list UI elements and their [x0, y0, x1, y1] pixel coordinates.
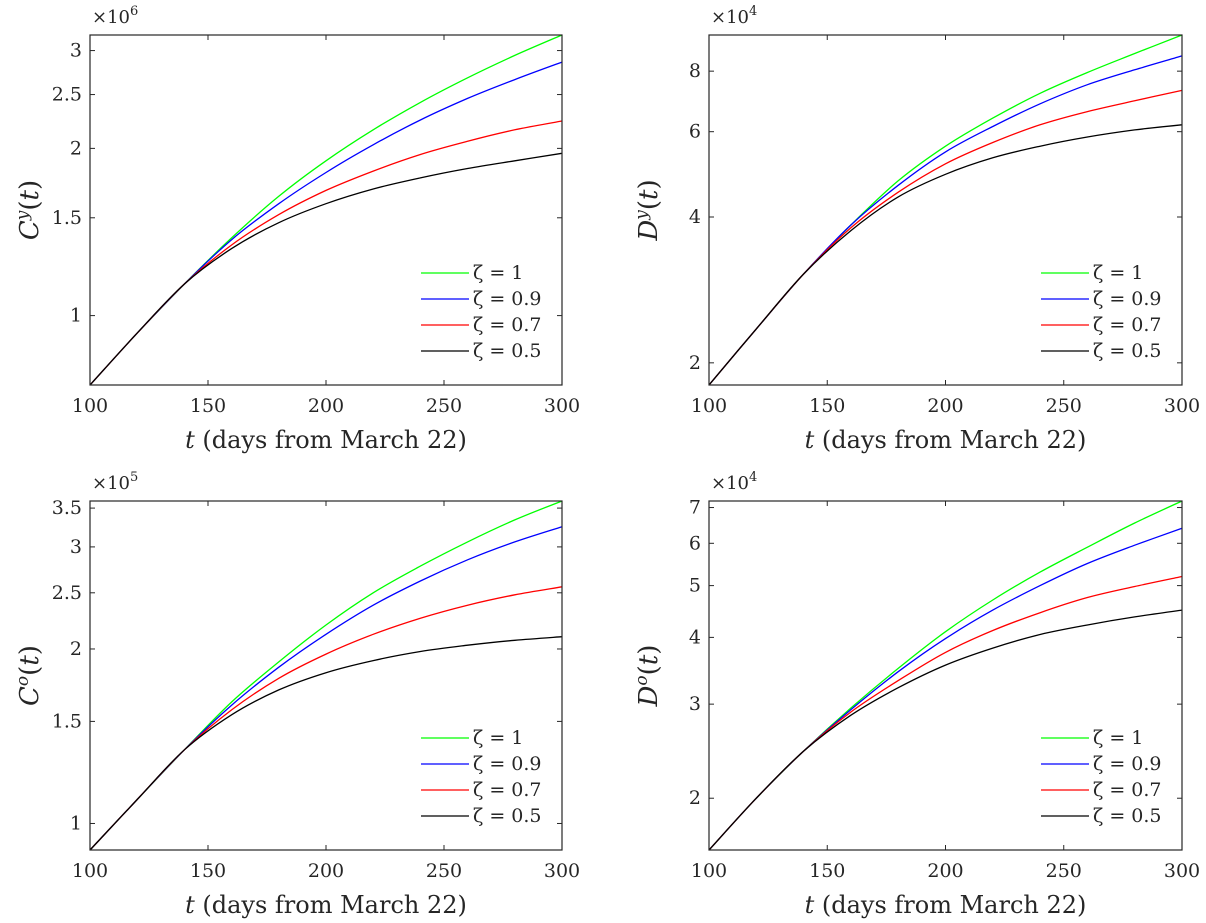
chart-cy-xtick-label-3: 250: [426, 395, 462, 417]
chart-dy-ytick-label-2: 6: [689, 121, 701, 143]
chart-do-panel: 100 150 200 250 300 2 3 4 5 6 7 ×104 t (days from Ma…: [632, 470, 1200, 919]
chart-dy-xtick-label-2: 200: [927, 395, 963, 417]
chart-co-exponent-value: 5: [130, 470, 138, 485]
chart-co-legend-entry-1: ζ = 0.9: [473, 753, 542, 775]
chart-co-ytick-label-1: 1.5: [52, 710, 82, 732]
chart-cy-ytick-label-4: 3: [70, 40, 82, 62]
chart-cy-series-line-1: [89, 61, 563, 386]
chart-co-xtick-label-1: 150: [190, 860, 226, 882]
chart-do-exponent-value: 4: [749, 470, 757, 485]
chart-dy-xtick-label-3: 250: [1046, 395, 1082, 417]
chart-co-legend-entry-3: ζ = 0.5: [473, 805, 542, 827]
chart-do-legend-entry-0: ζ = 1: [1093, 727, 1143, 749]
chart-dy-xtick-label-0: 100: [691, 395, 727, 417]
chart-co-y-axis-label: Co(t): [13, 645, 45, 706]
chart-cy-ytick-label-0: 1: [70, 305, 82, 327]
chart-co-ytick-label-5: 3.5: [52, 497, 82, 519]
chart-dy-legend-entry-0: ζ = 1: [1093, 262, 1143, 284]
chart-dy-legend-entry-1: ζ = 0.9: [1093, 288, 1162, 310]
chart-cy-legend: ζ = 1 ζ = 0.9 ζ = 0.7 ζ = 0.5: [421, 262, 542, 362]
chart-cy-xtick-label-1: 150: [190, 395, 226, 417]
chart-dy-legend: ζ = 1 ζ = 0.9 ζ = 0.7 ζ = 0.5: [1041, 262, 1162, 362]
chart-do-legend-entry-3: ζ = 0.5: [1093, 805, 1162, 827]
chart-do-x-axis-label: t (days from March 22): [805, 891, 1087, 919]
chart-do-series-line-1: [708, 527, 1183, 851]
chart-co-legend-entry-2: ζ = 0.7: [473, 779, 542, 801]
chart-dy-exponent-value: 4: [749, 4, 757, 19]
chart-cy-series-line-3: [89, 152, 563, 386]
chart-do-series-line-3: [708, 609, 1183, 851]
chart-cy-legend-entry-0: ζ = 1: [473, 262, 523, 284]
chart-cy-legend-entry-1: ζ = 0.9: [473, 288, 542, 310]
chart-do-legend: ζ = 1 ζ = 0.9 ζ = 0.7 ζ = 0.5: [1041, 727, 1162, 827]
chart-dy-ytick-label-1: 4: [689, 206, 701, 228]
chart-dy-x-axis-label: t (days from March 22): [805, 426, 1087, 454]
chart-dy-xtick-label-1: 150: [809, 395, 845, 417]
chart-cy-xtick-label-2: 200: [308, 395, 344, 417]
chart-co-xtick-label-4: 300: [544, 860, 580, 882]
chart-do-xtick-label-2: 200: [927, 860, 963, 882]
chart-dy-ytick-label-0: 2: [689, 352, 701, 374]
chart-co-ytick-label-0: 1: [70, 812, 82, 834]
chart-cy-ytick-label-3: 2.5: [52, 84, 82, 106]
chart-co-exponent-label: ×105: [92, 470, 138, 494]
chart-dy-exponent-label: ×104: [711, 4, 757, 28]
chart-dy-ytick-label-3: 8: [689, 60, 701, 82]
chart-cy-ytick-label-2: 2: [70, 137, 82, 159]
chart-co-series-line-3: [89, 636, 563, 851]
chart-dy-legend-entry-3: ζ = 0.5: [1093, 340, 1162, 362]
chart-cy-x-axis-label: t (days from March 22): [185, 426, 467, 454]
chart-do-legend-entry-2: ζ = 0.7: [1093, 779, 1162, 801]
chart-cy-panel: 100 150 200 250 300 1 1.5 2 2.5 3 ×106 t (days from…: [13, 4, 580, 454]
chart-do-ytick-label-4: 6: [689, 532, 701, 554]
chart-do-ytick-label-1: 3: [689, 693, 701, 715]
chart-do-legend-entry-1: ζ = 0.9: [1093, 753, 1162, 775]
chart-co-panel: 100 150 200 250 300 1 1.5 2 2.5 3 3.5 ×105 t (days f…: [13, 470, 580, 919]
chart-cy-legend-entry-3: ζ = 0.5: [473, 340, 542, 362]
chart-co-x-axis-label: t (days from March 22): [185, 891, 467, 919]
chart-dy-legend-entry-2: ζ = 0.7: [1093, 314, 1162, 336]
chart-do-xtick-label-1: 150: [809, 860, 845, 882]
chart-do-xtick-label-0: 100: [691, 860, 727, 882]
chart-co-ytick-label-4: 3: [70, 536, 82, 558]
chart-co-series-line-1: [89, 526, 563, 851]
chart-co-xtick-label-3: 250: [426, 860, 462, 882]
chart-cy-xtick-label-0: 100: [72, 395, 108, 417]
chart-co-xtick-label-0: 100: [72, 860, 108, 882]
chart-dy-panel: 100 150 200 250 300 2 4 6 8 ×104 t (days from Marc…: [632, 4, 1200, 454]
chart-co-ytick-label-3: 2.5: [52, 582, 82, 604]
chart-co-legend: ζ = 1 ζ = 0.9 ζ = 0.7 ζ = 0.5: [421, 727, 542, 827]
chart-do-ytick-label-0: 2: [689, 787, 701, 809]
chart-co-ytick-label-2: 2: [70, 638, 82, 660]
chart-cy-xtick-label-4: 300: [544, 395, 580, 417]
chart-cy-legend-entry-2: ζ = 0.7: [473, 314, 542, 336]
chart-dy-xtick-label-4: 300: [1164, 395, 1200, 417]
chart-do-ytick-label-5: 7: [689, 497, 701, 519]
chart-do-ytick-label-2: 4: [689, 626, 701, 648]
chart-do-xtick-label-4: 300: [1164, 860, 1200, 882]
chart-co-legend-entry-0: ζ = 1: [473, 727, 523, 749]
chart-co-xtick-label-2: 200: [308, 860, 344, 882]
chart-dy-series-line-3: [708, 124, 1183, 386]
chart-do-exponent-label: ×104: [711, 470, 757, 494]
chart-do-xtick-label-3: 250: [1046, 860, 1082, 882]
chart-cy-ytick-label-1: 1.5: [52, 207, 82, 229]
chart-do-ytick-label-3: 5: [689, 575, 701, 597]
chart-cy-exponent-label: ×106: [92, 4, 138, 28]
chart-cy-exponent-value: 6: [130, 4, 138, 19]
chart-cy-y-axis-label: Cy(t): [13, 180, 45, 240]
chart-do-y-axis-label: Do(t): [632, 645, 664, 708]
chart-dy-y-axis-label: Dy(t): [632, 179, 664, 241]
